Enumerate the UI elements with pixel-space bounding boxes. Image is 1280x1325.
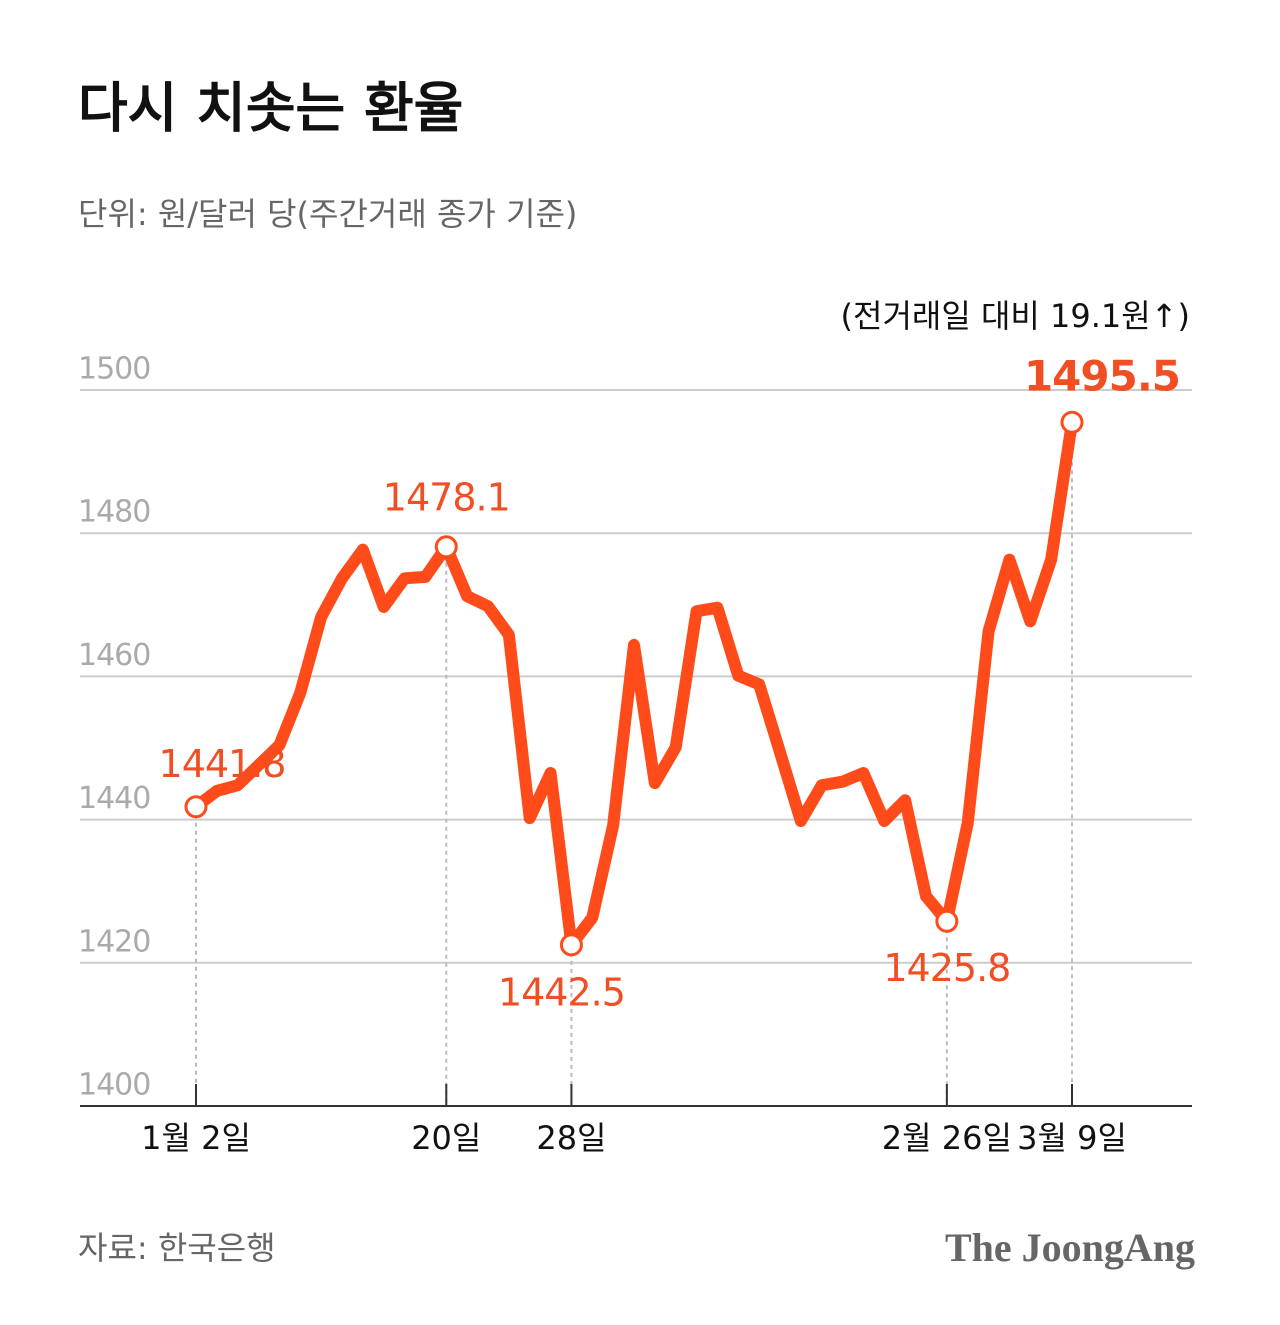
annotation: 1425.8	[883, 946, 1010, 990]
point-marker	[434, 535, 458, 559]
point-marker	[1060, 410, 1084, 434]
chart-subtitle: 단위: 원/달러 당(주간거래 종가 기준)	[78, 195, 577, 233]
note: (전거래일 대비 19.1원↑)	[841, 297, 1190, 335]
y-tick-label: 1420	[78, 924, 150, 959]
y-tick-label: 1400	[78, 1068, 150, 1103]
annotation: 1441.8	[159, 742, 286, 786]
y-tick-label: 1480	[78, 495, 150, 530]
x-tick-label: 2월 26일	[882, 1119, 1012, 1157]
brand: The JoongAng	[945, 1225, 1195, 1270]
y-tick-label: 1440	[78, 781, 150, 816]
y-tick-label: 1500	[78, 352, 150, 387]
annotation: 1495.5	[1024, 352, 1180, 401]
x-tick-label: 20일	[411, 1119, 481, 1157]
x-tick-label: 1월 2일	[141, 1119, 251, 1157]
chart-title: 다시 치솟는 환율	[78, 77, 463, 140]
x-tick-label: 3월 9일	[1017, 1119, 1127, 1157]
point-marker	[935, 909, 959, 933]
point-marker	[184, 795, 208, 819]
line	[190, 416, 1078, 951]
point-marker	[559, 933, 583, 957]
source: 자료: 한국은행	[78, 1229, 276, 1267]
annotation: 1478.1	[383, 475, 510, 519]
y-tick-label: 1460	[78, 638, 150, 673]
x-tick-label: 28일	[536, 1119, 606, 1157]
annotation: 1442.5	[498, 970, 625, 1014]
